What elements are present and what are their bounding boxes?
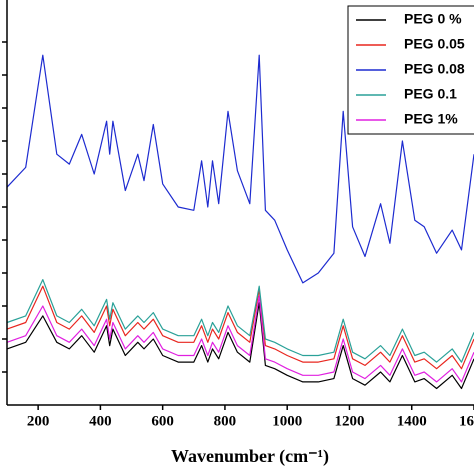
legend-label: PEG 0.08 (404, 61, 465, 77)
legend-label: PEG 1% (404, 111, 458, 127)
series-line (6, 295, 474, 383)
legend-label: PEG 0.05 (404, 36, 465, 52)
x-tick-label: 600 (151, 413, 174, 429)
x-axis-title: Wavenumber (cm⁻¹) (171, 446, 329, 467)
x-tick-label: 1600 (459, 413, 474, 429)
legend-label: PEG 0.1 (404, 86, 457, 102)
x-tick-label: 800 (214, 413, 237, 429)
x-tick-label: 1400 (397, 413, 427, 429)
legend-box (347, 5, 474, 135)
legend-label: PEG 0 % (404, 11, 462, 27)
plot-area (6, 54, 474, 390)
series-line (6, 54, 474, 284)
x-tick-label: 400 (89, 413, 112, 429)
series-line (6, 302, 474, 390)
x-tick-label: 200 (27, 413, 50, 429)
series-line (6, 285, 474, 370)
x-tick-label: 1200 (334, 413, 364, 429)
series-line (6, 279, 474, 363)
x-tick-label: 1000 (272, 413, 302, 429)
